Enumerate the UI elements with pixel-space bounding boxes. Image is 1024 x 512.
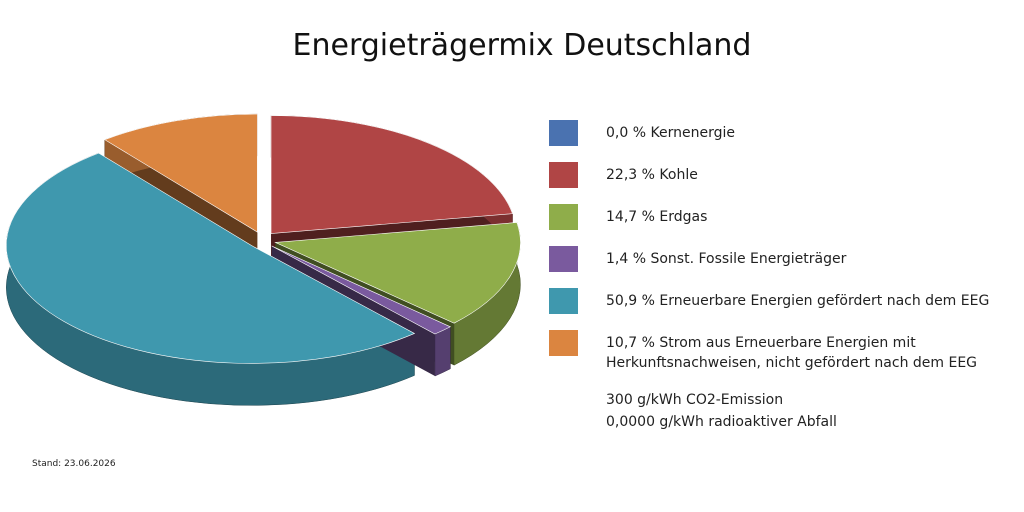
legend-entry: 0,0 % Kernenergie bbox=[549, 120, 1019, 146]
legend-swatch bbox=[549, 120, 578, 146]
legend-label: Erdgas bbox=[659, 209, 708, 225]
value-label: 0,0 % bbox=[606, 125, 647, 141]
pie-slice bbox=[104, 113, 258, 233]
pie-slice bbox=[271, 245, 452, 335]
legend-swatch bbox=[549, 330, 578, 356]
legend-swatch bbox=[549, 162, 578, 188]
value-label: 10,7 % bbox=[606, 335, 655, 351]
legend-label: Erneuerbare Energien gefördert nach dem … bbox=[659, 293, 990, 309]
slice-side bbox=[434, 326, 451, 377]
legend-label: Sonst. Fossile Energieträger bbox=[650, 251, 847, 267]
legend-text: 0,0 % Kernenergie bbox=[606, 120, 1006, 143]
legend-entry: 14,7 % Erdgas bbox=[549, 204, 1019, 230]
value-label: 22,3 % bbox=[606, 167, 655, 183]
legend-text: 14,7 % Erdgas bbox=[606, 204, 1006, 227]
value-label: 14,7 % bbox=[606, 209, 655, 225]
legend-label: Kernenergie bbox=[650, 125, 735, 141]
legend: 0,0 % Kernenergie 22,3 % Kohle 14,7 % Erdg… bbox=[549, 120, 1019, 433]
legend-text: 50,9 % Erneuerbare Energien gefördert na… bbox=[606, 288, 1006, 311]
annotation: Stand: 23.06.2026 bbox=[32, 459, 116, 469]
legend-entry: 10,7 % Strom aus Erneuerbare Energien mi… bbox=[549, 330, 1019, 373]
chart-title: Energieträgermix Deutschland bbox=[292, 28, 752, 63]
legend-entry: 50,9 % Erneuerbare Energien gefördert na… bbox=[549, 288, 1019, 314]
legend-label: Strom aus Erneuerbare Energien mit Herku… bbox=[606, 335, 978, 371]
pie-slice bbox=[274, 222, 521, 324]
annotation: 300 g/kWh CO2-Emission bbox=[606, 392, 784, 408]
pie-slice bbox=[5, 152, 416, 364]
legend-text: 1,4 % Sonst. Fossile Energieträger bbox=[606, 246, 1006, 269]
legend-swatch bbox=[549, 204, 578, 230]
chart bbox=[5, 113, 521, 406]
legend-swatch bbox=[549, 246, 578, 272]
legend-label: Kohle bbox=[659, 167, 698, 183]
legend-entry: 1,4 % Sonst. Fossile Energieträger bbox=[549, 246, 1019, 272]
legend-swatch bbox=[549, 288, 578, 314]
legend-entry: 22,3 % Kohle bbox=[549, 162, 1019, 188]
annotation: 0,0000 g/kWh radioaktiver Abfall bbox=[606, 414, 837, 430]
pie-slice bbox=[270, 115, 513, 234]
value-label: 1,4 % bbox=[606, 251, 647, 267]
legend-text: 22,3 % Kohle bbox=[606, 162, 1006, 185]
legend-text: 10,7 % Strom aus Erneuerbare Energien mi… bbox=[606, 330, 1006, 373]
value-label: 50,9 % bbox=[606, 293, 655, 309]
